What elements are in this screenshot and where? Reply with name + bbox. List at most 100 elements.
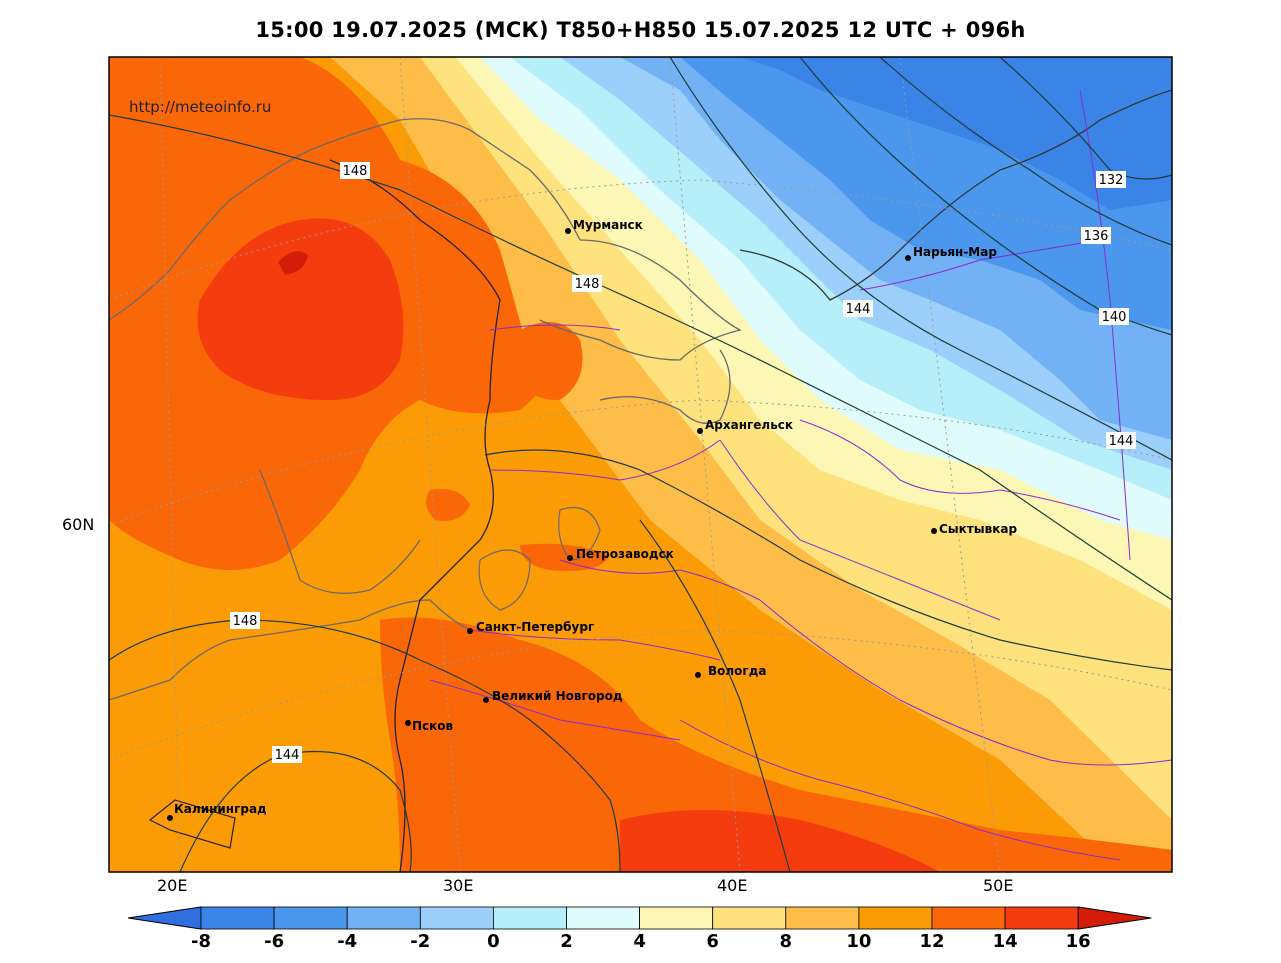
russia-border: [329, 159, 501, 872]
colorbar-tick-label: 4: [633, 931, 646, 952]
region-boundary: [719, 439, 1001, 621]
band-14-16-south: [620, 810, 940, 872]
band-16-plus: [278, 251, 308, 275]
city-dot: [695, 672, 701, 678]
contour-148-west: [109, 619, 621, 872]
band-14-16-north: [197, 218, 404, 400]
city-label-syktyvkar: Сыктывкар: [939, 522, 1017, 536]
colorbar-swatch: [566, 906, 640, 930]
contour-148-north: [109, 114, 1172, 601]
colorbar-tick-label: 2: [560, 931, 573, 952]
coastlines: [109, 89, 1172, 872]
colorbar-swatch: [931, 906, 1006, 930]
contour-label: 136: [1084, 229, 1109, 244]
contour-144-south: [179, 750, 412, 872]
kola-coast: [539, 239, 742, 361]
colorbar-tick-label: -2: [410, 931, 431, 952]
city-dot: [405, 720, 411, 726]
lon-label-20e: 20E: [157, 876, 188, 895]
contour-label: 144: [275, 748, 300, 763]
city-dot: [697, 428, 703, 434]
contour-label: 148: [575, 277, 600, 292]
contour-144-east: [669, 57, 1172, 461]
city-dot: [931, 528, 937, 534]
contour-148-mid: [484, 449, 1172, 671]
band-m8-m6: [740, 57, 1172, 210]
contour-label: 144: [846, 302, 871, 317]
region-boundary: [799, 419, 1121, 521]
colorbar-tick-label: 0: [487, 931, 500, 952]
map-frame: [108, 56, 1173, 873]
contour-label: 148: [343, 164, 368, 179]
colorbar-tick-label: 8: [779, 931, 793, 952]
city-label-arkhangelsk: Архангельск: [705, 418, 793, 432]
white-sea: [599, 349, 731, 424]
city-label-kaliningrad: Калининград: [174, 802, 267, 816]
band-12-14-patch2: [520, 543, 610, 571]
colorbar-swatch: [200, 906, 275, 930]
band-12-14-patch3: [426, 489, 470, 521]
contour-label: 144: [1109, 434, 1134, 449]
kaliningrad-region: [148, 799, 236, 849]
contour-label: 140: [1102, 310, 1127, 325]
contour-label: 148: [233, 614, 258, 629]
contour-label-boxes: [230, 162, 1136, 763]
contour-label: 132: [1099, 173, 1124, 188]
lon-label-50e: 50E: [983, 876, 1014, 895]
temperature-field: [109, 57, 1172, 872]
baltic-coast: [109, 599, 471, 701]
city-dot: [167, 815, 173, 821]
lake-onega: [558, 506, 601, 561]
colorbar-tick-label: 16: [1065, 931, 1091, 952]
contour-136: [879, 57, 1172, 246]
city-dot: [467, 628, 473, 634]
colorbar-tick-label: 14: [992, 931, 1018, 952]
city-label-vologda: Вологда: [708, 664, 766, 678]
colorbar-swatch: [712, 906, 787, 930]
lake-ladoga: [478, 549, 531, 611]
lon-label-40e: 40E: [717, 876, 748, 895]
band-12-14-south: [380, 617, 1172, 872]
region-boundary: [559, 559, 761, 601]
lat-label-60n: 60N: [62, 515, 95, 534]
region-boundary: [759, 599, 1172, 766]
scandinavia-coast: [109, 118, 581, 321]
graticule: [109, 57, 1172, 872]
city-label-petrozavodsk: Петрозаводск: [576, 547, 674, 561]
contour-labels: 148 148 148 144 144 144 140 136 132: [233, 164, 1134, 763]
colorbar-swatch: [639, 906, 714, 930]
colorbar-tick-label: 12: [919, 931, 945, 952]
colorbar-tick-label: 10: [846, 931, 872, 952]
colorbar-swatch: [492, 906, 567, 930]
city-label-veliky-novgorod: Великий Новгород: [492, 689, 623, 703]
watermark-url: http://meteoinfo.ru: [129, 98, 271, 116]
colorbar-swatch: [785, 906, 860, 930]
region-boundary: [429, 679, 681, 741]
contour-144-lower: [639, 519, 791, 872]
cities: Мурманск Нарьян-Мар Архангельск Сыктывка…: [167, 218, 1017, 821]
region-boundary: [469, 629, 721, 661]
colorbar-tick-label: -6: [264, 931, 285, 952]
city-dot: [567, 555, 573, 561]
bothnia-coast: [259, 469, 421, 594]
city-label-naryan-mar: Нарьян-Мар: [913, 245, 997, 259]
colorbar-swatch: [1004, 906, 1079, 930]
city-label-st-petersburg: Санкт-Петербург: [476, 620, 594, 634]
city-dot: [483, 697, 489, 703]
colorbar-tick-label: -8: [191, 931, 211, 952]
region-boundary: [679, 719, 1121, 861]
colorbar-tick-label: 6: [706, 931, 719, 952]
city-label-pskov: Псков: [412, 719, 454, 733]
city-label-murmansk: Мурманск: [573, 218, 643, 232]
city-dot: [905, 255, 911, 261]
region-boundary: [1079, 89, 1131, 561]
colorbar: [127, 906, 1152, 930]
region-boundary: [489, 439, 721, 481]
colorbar-swatch: [858, 906, 933, 930]
colorbar-low-arrow: [127, 906, 202, 930]
lon-label-30e: 30E: [443, 876, 474, 895]
colorbar-high-arrow: [1077, 906, 1152, 930]
colorbar-swatch: [419, 906, 494, 930]
colorbar-tick-label: -4: [337, 931, 358, 952]
